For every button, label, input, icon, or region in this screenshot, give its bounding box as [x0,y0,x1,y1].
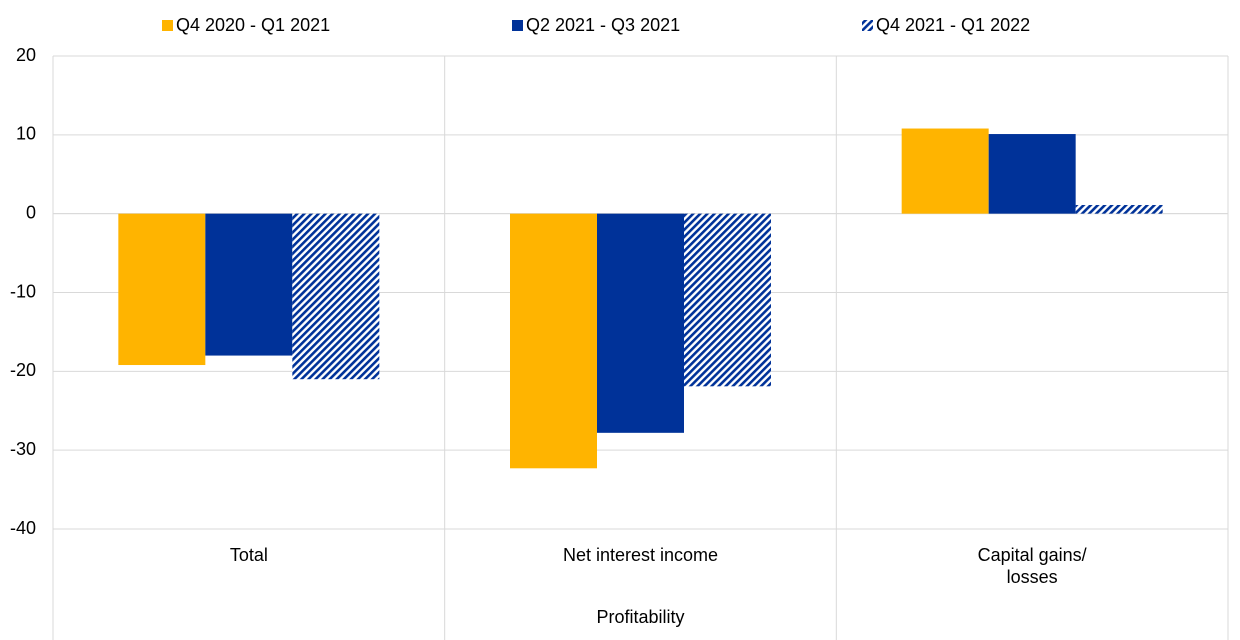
legend-swatch [862,20,873,31]
bar [1075,204,1163,214]
legend-label: Q2 2021 - Q3 2021 [526,15,680,35]
legend-swatch [162,20,173,31]
bar [292,213,380,380]
legend-label: Q4 2021 - Q1 2022 [876,15,1030,35]
x-tick-label: Total [229,545,268,565]
y-tick-label: 20 [16,45,36,65]
y-tick-label: -30 [10,439,36,459]
legend-label: Q4 2020 - Q1 2021 [176,15,330,35]
legend-swatch [512,20,523,31]
y-tick-label: -10 [10,281,36,301]
bar [510,213,597,469]
bar [901,128,989,214]
bar [684,213,771,387]
x-tick-label: Net interest income [562,545,719,565]
x-tick-label: Capital gains/ losses [977,545,1087,587]
y-tick-label: -40 [10,518,36,538]
y-tick-label: -20 [10,360,36,380]
y-tick-label: 10 [16,124,36,144]
bar [988,134,1076,214]
y-tick-label: 0 [26,202,36,222]
bar [118,213,206,366]
bar [597,213,684,433]
bar [205,213,293,356]
group-label: Profitability [596,607,685,627]
